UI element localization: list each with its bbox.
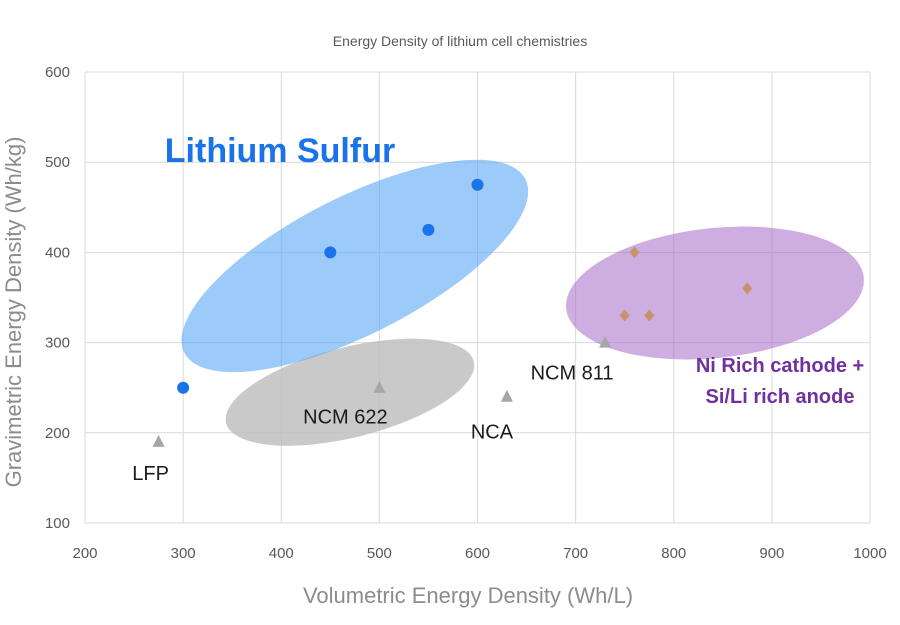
x-tick-label: 500 [367,545,392,562]
x-axis-title: Volumetric Energy Density (Wh/L) [303,583,633,608]
axis-ticks: 200 300 400 500 600 700 800 900 1000100200300400… [45,64,887,562]
region-ellipses [181,159,864,446]
lithium-sulfur-point [471,178,484,191]
y-tick-label: 200 [45,425,70,442]
y-tick-label: 100 [45,515,70,532]
y-tick-label: 500 [45,154,70,171]
conventional-point [152,434,165,447]
ni-rich-region-ellipse [565,226,864,360]
lithium-sulfur-point [422,223,435,236]
conventional-point [599,335,612,348]
data-marks [152,178,753,447]
x-tick-label: 700 [563,545,588,562]
lithium-sulfur-region-ellipse [181,159,529,373]
ni-rich-point [629,246,640,259]
ni-rich-point [619,309,630,322]
x-tick-label: 400 [269,545,294,562]
point-label: NCA [471,422,514,444]
ni-rich-point [644,309,655,322]
point-label: NCM 622 [303,407,387,429]
y-tick-label: 600 [45,64,70,81]
ni-rich-point [742,282,753,295]
x-tick-label: 800 [661,545,686,562]
x-tick-label: 300 [171,545,196,562]
y-tick-label: 400 [45,244,70,261]
point-label: LFP [132,463,169,485]
ni-rich-region-label: Ni Rich cathode + [696,355,864,377]
lithium-sulfur-point [324,246,337,259]
x-tick-label: 200 [72,545,97,562]
point-label: NCM 811 [531,363,614,385]
conventional-point [500,389,513,402]
ni-rich-region-label: Si/Li rich anode [706,386,855,408]
x-tick-label: 600 [465,545,490,562]
x-tick-label: 900 [759,545,784,562]
chart-title: Energy Density of lithium cell chemistri… [333,33,587,49]
point-labels: LFP NCM 622 NCA NCM 811 Lithium Sulfur Ni Ric… [132,132,864,485]
lithium-sulfur-point [177,381,190,394]
x-tick-label: 1000 [853,545,886,562]
conventional-region-ellipse [225,338,475,446]
lithium-sulfur-region-label: Lithium Sulfur [165,132,395,170]
y-tick-label: 300 [45,335,70,352]
conventional-point [373,380,386,393]
y-axis-title: Gravimetric Energy Density (Wh/kg) [1,137,26,488]
